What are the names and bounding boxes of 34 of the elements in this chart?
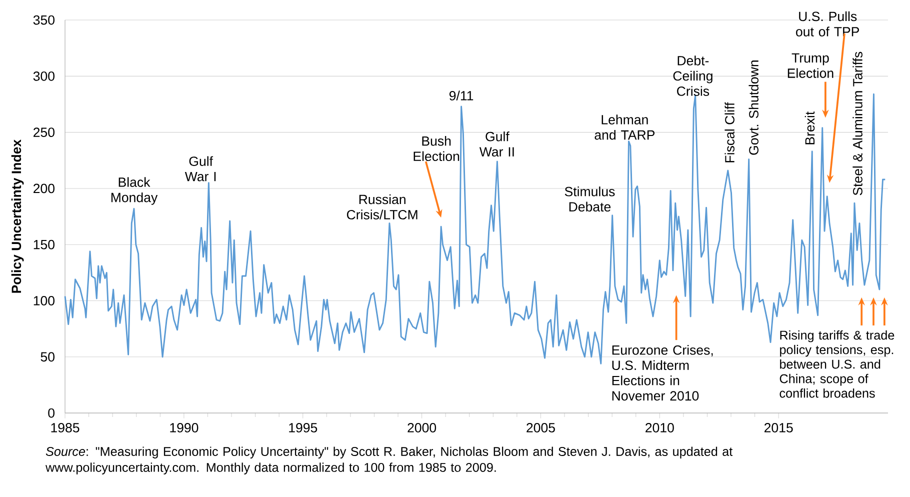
x-tick-label: 2000 [408, 423, 436, 432]
y-tick-label: 100 [34, 296, 54, 306]
annotation: Steel & Aluminum Tariffs [852, 52, 862, 196]
annotation: Stimulus Debate [564, 186, 615, 212]
y-tick-label: 50 [40, 352, 54, 362]
x-tick-label: 2015 [764, 423, 793, 432]
text: Source: "Measuring Economic Policy Uncertainty" by Scott R. Baker, Nicholas Bloom and Steven J. Davis, as updated at www.policyuncertainty.com. Monthly data normalized to 100 from 1985 to 2009. [46, 446, 733, 474]
x-tick-label: 2005 [526, 423, 555, 432]
y-axis-title: Policy Uncertainty Index [11, 139, 24, 293]
x-tick-label: 2010 [646, 423, 674, 432]
annotation: Bush Election [414, 136, 460, 162]
y-tick-label: 150 [34, 240, 54, 250]
y-tick-label: 250 [34, 128, 54, 138]
annotation: Rising tariffs & trade policy tensions, esp. between U.S. and China; scope of conflict broadens [780, 330, 894, 398]
annotation: Russian Crisis/LTCM [346, 194, 418, 220]
y-tick-label: 200 [34, 184, 54, 194]
annotation: Gulf War II [479, 132, 514, 157]
annotation: Govt. Shutdown [748, 60, 758, 155]
annotation: Debt-Ceiling Crisis [673, 56, 712, 96]
annotation: 9/11 [449, 90, 474, 100]
annotation: Black Monday [111, 177, 158, 205]
y-tick-label: 350 [33, 15, 54, 25]
annotation: Gulf War I [184, 156, 216, 182]
annotation: U.S. Pulls out of TPP [796, 11, 859, 36]
x-tick-label: 1995 [289, 423, 318, 432]
annotation: Trump Election [788, 53, 834, 78]
x-tick-label: 1990 [170, 423, 198, 432]
annotation: Eurozone Crises, U.S. Midterm Elections in Novemer 2010 [612, 345, 713, 401]
y-tick-label: 0 [48, 408, 55, 418]
annotation: Fiscal Cliff [724, 102, 734, 162]
annotation: Lehman and TARP [594, 114, 655, 140]
x-tick-label: 1985 [51, 423, 80, 432]
annotation: Brexit [804, 111, 815, 144]
y-tick-label: 300 [33, 71, 54, 81]
